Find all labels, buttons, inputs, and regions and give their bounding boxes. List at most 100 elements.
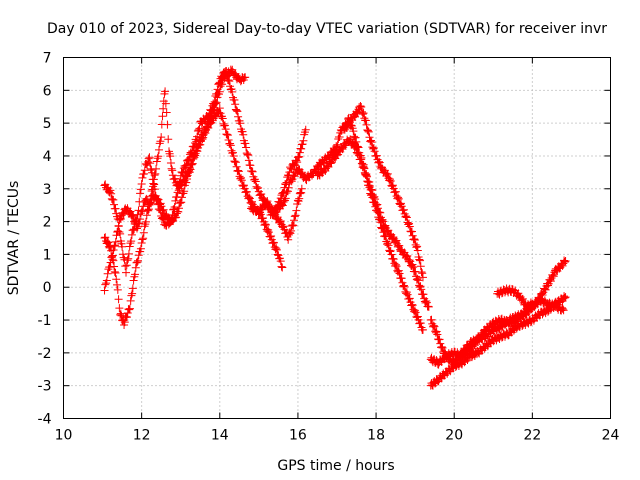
data-point — [113, 285, 122, 294]
data-point — [129, 212, 138, 221]
data-point — [241, 139, 250, 148]
data-point — [368, 186, 377, 195]
data-point — [366, 137, 375, 146]
data-point — [416, 262, 425, 271]
data-point — [133, 222, 142, 231]
data-point — [187, 160, 196, 169]
data-point — [154, 152, 163, 161]
data-point — [177, 198, 186, 207]
data-point — [137, 179, 146, 188]
data-point — [383, 169, 392, 178]
data-point — [549, 272, 558, 281]
data-point — [349, 138, 358, 147]
data-point — [121, 262, 130, 271]
data-point — [413, 312, 422, 321]
data-point — [145, 200, 154, 209]
data-point — [384, 226, 393, 235]
data-point — [123, 256, 132, 265]
data-point — [405, 294, 414, 303]
data-point — [113, 280, 122, 289]
data-point — [188, 159, 197, 168]
data-point — [416, 319, 425, 328]
data-point — [378, 215, 387, 224]
data-point — [392, 262, 401, 271]
y-tick-label: 1 — [43, 247, 52, 263]
x-axis-ticks: 10 12 14 16 18 20 22 24 — [55, 57, 619, 444]
data-point — [113, 227, 122, 236]
data-point — [375, 157, 384, 166]
data-point — [111, 268, 120, 277]
data-point — [212, 98, 221, 107]
data-point — [276, 257, 285, 266]
data-point — [422, 297, 431, 306]
data-point — [199, 133, 208, 142]
data-point — [112, 231, 121, 240]
data-point — [409, 263, 418, 272]
data-point — [246, 161, 255, 170]
y-axis-label: SDTVAR / TECUs — [6, 181, 22, 296]
data-point — [126, 207, 135, 216]
data-point — [116, 215, 125, 224]
data-point — [136, 185, 145, 194]
data-point — [183, 174, 192, 183]
data-point — [122, 268, 131, 277]
data-point — [295, 194, 304, 203]
data-point — [122, 261, 131, 270]
data-point — [134, 251, 143, 260]
data-point — [111, 204, 120, 213]
data-point — [560, 258, 569, 267]
data-point — [405, 222, 414, 231]
data-point — [242, 149, 251, 158]
data-point — [115, 216, 124, 225]
data-point — [234, 166, 243, 175]
data-point — [433, 330, 442, 339]
data-point — [247, 167, 256, 176]
data-point — [127, 237, 136, 246]
data-point — [136, 215, 145, 224]
data-point — [139, 202, 148, 211]
data-point — [231, 158, 240, 167]
data-point — [359, 109, 368, 118]
data-point — [226, 141, 235, 150]
series-track-f — [313, 135, 433, 311]
data-point — [285, 228, 294, 237]
data-point — [122, 313, 131, 322]
data-point — [111, 241, 120, 250]
y-tick-label: 2 — [43, 215, 52, 231]
data-point — [107, 246, 116, 255]
data-point — [114, 295, 123, 304]
data-point — [362, 120, 371, 129]
data-point — [407, 300, 416, 309]
data-point — [109, 256, 118, 265]
data-point — [415, 281, 424, 290]
data-point — [365, 181, 374, 190]
data-point — [541, 285, 550, 294]
data-point — [284, 183, 293, 192]
data-point — [394, 267, 403, 276]
data-point — [250, 175, 259, 184]
data-point — [103, 237, 112, 246]
data-point — [254, 183, 263, 192]
y-tick: -3 — [38, 379, 611, 395]
data-point — [138, 173, 147, 182]
data-point — [386, 177, 395, 186]
data-point — [412, 275, 421, 284]
data-point — [293, 153, 302, 162]
data-point — [172, 192, 181, 201]
data-point — [543, 281, 552, 290]
data-point — [136, 244, 145, 253]
data-point — [414, 276, 423, 285]
data-point — [166, 152, 175, 161]
data-point — [127, 291, 136, 300]
data-point — [153, 154, 162, 163]
data-point — [125, 305, 134, 314]
data-point — [410, 307, 419, 316]
data-point — [154, 145, 163, 154]
data-point — [396, 200, 405, 209]
data-point — [375, 158, 384, 167]
data-point — [231, 100, 240, 109]
data-point — [182, 178, 191, 187]
data-point — [388, 181, 397, 190]
data-point — [419, 290, 428, 299]
data-point — [107, 189, 116, 198]
